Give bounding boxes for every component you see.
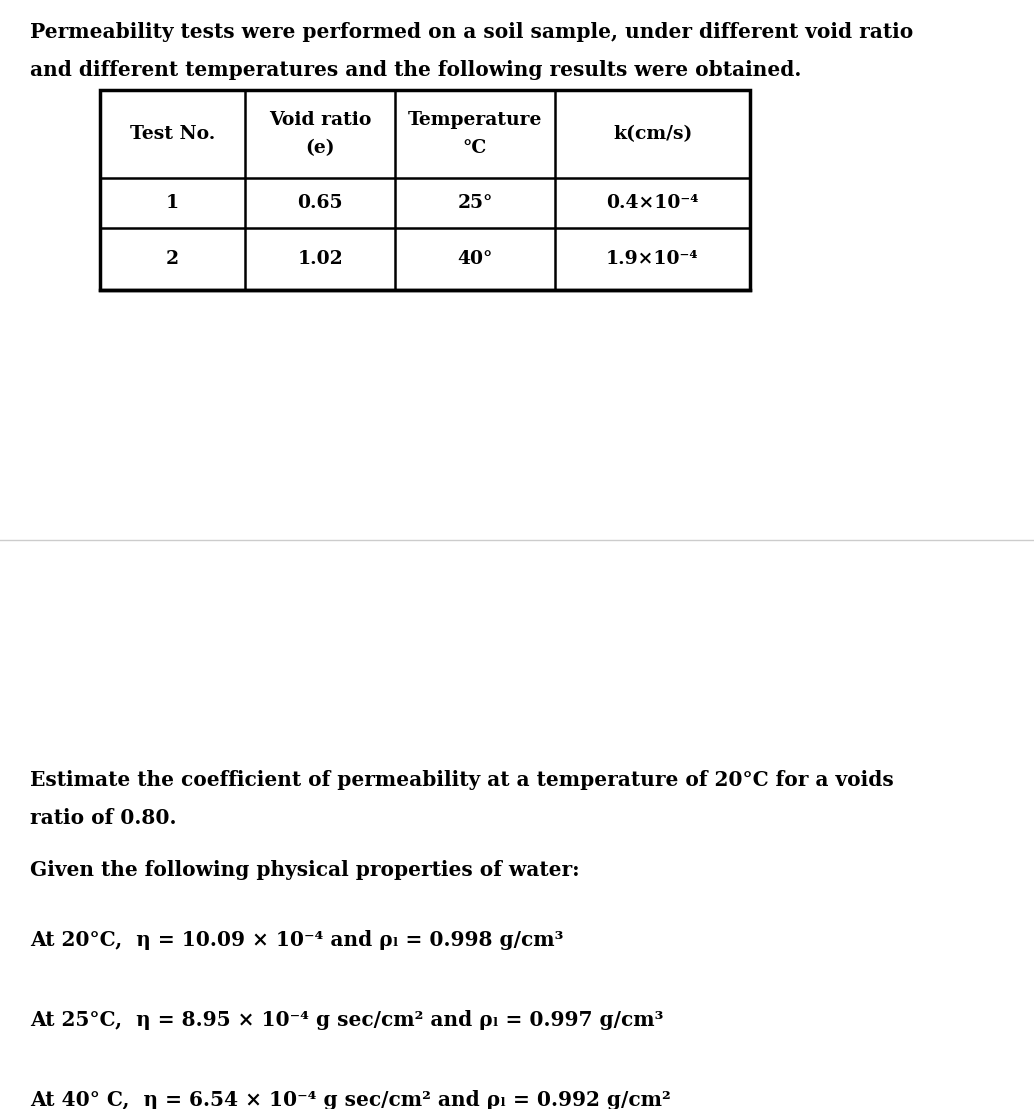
Text: Permeability tests were performed on a soil sample, under different void ratio: Permeability tests were performed on a s… xyxy=(30,22,913,42)
Text: 1.9×10⁻⁴: 1.9×10⁻⁴ xyxy=(606,250,699,268)
Text: Given the following physical properties of water:: Given the following physical properties … xyxy=(30,859,580,881)
Text: Test No.: Test No. xyxy=(130,125,215,143)
Text: At 25°C,  η = 8.95 × 10⁻⁴ g sec/cm² and ρₗ = 0.997 g/cm³: At 25°C, η = 8.95 × 10⁻⁴ g sec/cm² and ρ… xyxy=(30,1010,664,1030)
Text: (e): (e) xyxy=(305,139,335,157)
Text: Void ratio: Void ratio xyxy=(269,111,371,129)
Text: 2: 2 xyxy=(166,250,179,268)
Text: 0.4×10⁻⁴: 0.4×10⁻⁴ xyxy=(606,194,699,212)
Text: ratio of 0.80.: ratio of 0.80. xyxy=(30,808,177,828)
Text: Temperature: Temperature xyxy=(407,111,542,129)
Text: 1: 1 xyxy=(165,194,179,212)
Text: 25°: 25° xyxy=(457,194,492,212)
Text: k(cm/s): k(cm/s) xyxy=(613,125,692,143)
Text: 40°: 40° xyxy=(457,250,492,268)
Text: At 20°C,  η = 10.09 × 10⁻⁴ and ρₗ = 0.998 g/cm³: At 20°C, η = 10.09 × 10⁻⁴ and ρₗ = 0.998… xyxy=(30,930,564,950)
Bar xyxy=(100,90,750,289)
Text: At 40° C,  η = 6.54 × 10⁻⁴ g sec/cm² and ρₗ = 0.992 g/cm²: At 40° C, η = 6.54 × 10⁻⁴ g sec/cm² and … xyxy=(30,1090,671,1109)
Text: Estimate the coefficient of permeability at a temperature of 20°C for a voids: Estimate the coefficient of permeability… xyxy=(30,770,893,790)
Text: 1.02: 1.02 xyxy=(297,250,343,268)
Text: 0.65: 0.65 xyxy=(297,194,342,212)
Text: and different temperatures and the following results were obtained.: and different temperatures and the follo… xyxy=(30,60,801,80)
Text: °C: °C xyxy=(463,139,487,157)
